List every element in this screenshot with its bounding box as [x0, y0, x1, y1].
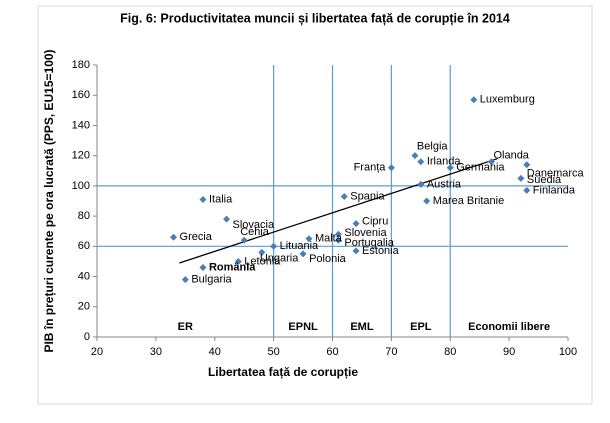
data-point — [334, 230, 342, 238]
data-point — [199, 195, 207, 203]
data-point — [181, 276, 189, 284]
data-label: Slovenia — [344, 227, 387, 239]
data-point — [170, 233, 178, 241]
data-point — [417, 158, 425, 166]
data-label: Belgia — [417, 141, 448, 153]
x-tick-label: 60 — [326, 346, 338, 358]
region-label: ER — [178, 321, 193, 333]
data-point — [417, 180, 425, 188]
region-label: EPL — [410, 321, 432, 333]
data-point — [411, 152, 419, 160]
data-label: Ungaria — [260, 252, 299, 264]
data-point — [352, 220, 360, 228]
y-tick-label: 100 — [72, 180, 90, 192]
data-point — [223, 215, 231, 223]
y-tick-label: 80 — [78, 210, 90, 222]
data-point — [487, 158, 495, 166]
x-tick-label: 30 — [150, 346, 162, 358]
data-label: Finlanda — [533, 184, 576, 196]
chart-frame — [37, 5, 593, 405]
data-label: Lituania — [280, 240, 319, 252]
data-label: Cehia — [240, 226, 270, 238]
data-label: Austria — [427, 178, 462, 190]
x-tick-label: 70 — [385, 346, 397, 358]
data-label: România — [209, 261, 256, 273]
data-label: Letonia — [244, 255, 281, 267]
y-tick-label: 40 — [78, 270, 90, 282]
data-label: Irlanda — [427, 156, 462, 168]
data-point — [387, 164, 395, 172]
data-point — [423, 197, 431, 205]
data-label: Polonia — [309, 253, 347, 265]
data-point — [240, 236, 248, 244]
data-label: Grecia — [180, 231, 213, 243]
x-tick-label: 90 — [503, 346, 515, 358]
data-label: Luxemburg — [480, 94, 535, 106]
data-label: Spania — [350, 190, 385, 202]
data-point — [517, 174, 525, 182]
data-point — [199, 263, 207, 271]
trendline — [179, 158, 498, 264]
data-label: Danemarca — [527, 168, 585, 180]
y-tick-label: 180 — [72, 59, 90, 71]
data-point — [470, 96, 478, 104]
data-point — [446, 164, 454, 172]
y-tick-label: 120 — [72, 150, 90, 162]
y-tick-label: 20 — [78, 301, 90, 313]
data-label: Italia — [209, 193, 233, 205]
region-label: Economii libere — [468, 321, 550, 333]
data-point — [352, 247, 360, 255]
y-tick-label: 140 — [72, 119, 90, 131]
data-point — [523, 186, 531, 194]
data-label: Germania — [456, 162, 505, 174]
data-label: Malta — [315, 233, 343, 245]
region-label: EPNL — [288, 321, 318, 333]
region-label: EML — [350, 321, 374, 333]
y-tick-label: 0 — [84, 331, 90, 343]
x-tick-label: 50 — [268, 346, 280, 358]
chart-title: Fig. 6: Productivitatea muncii și libert… — [120, 11, 510, 25]
x-tick-label: 80 — [444, 346, 456, 358]
data-label: Suedia — [527, 174, 562, 186]
data-point — [234, 257, 242, 265]
y-tick-label: 60 — [78, 240, 90, 252]
x-tick-label: 20 — [91, 346, 103, 358]
x-tick-label: 40 — [209, 346, 221, 358]
data-point — [340, 192, 348, 200]
data-point — [305, 235, 313, 243]
data-point — [523, 161, 531, 169]
data-label: Estonia — [362, 245, 400, 257]
y-tick-label: 160 — [72, 89, 90, 101]
data-label: Slovacia — [233, 219, 275, 231]
data-point — [270, 242, 278, 250]
data-label: Marea Britanie — [433, 195, 505, 207]
data-label: Franța — [354, 162, 387, 174]
x-axis-title: Libertatea față de corupție — [208, 365, 358, 379]
data-point — [299, 250, 307, 258]
data-label: Cipru — [362, 216, 388, 228]
y-axis-title: PIB în prețuri curente pe ora lucrată (P… — [42, 49, 56, 352]
data-point — [258, 248, 266, 256]
x-tick-label: 100 — [559, 346, 577, 358]
data-point — [334, 236, 342, 244]
data-label: Portugalia — [344, 237, 394, 249]
data-label: Bulgaria — [191, 273, 232, 285]
data-label: Olanda — [493, 150, 529, 162]
